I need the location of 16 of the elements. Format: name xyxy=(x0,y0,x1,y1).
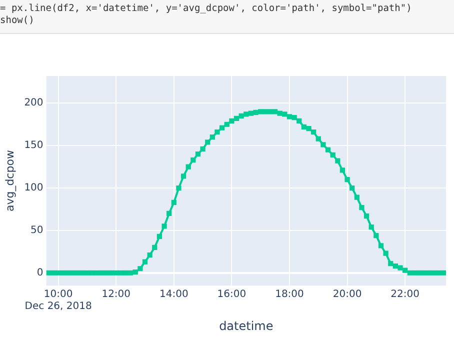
x-tick-label: 14:00 xyxy=(159,289,188,300)
x-axis-title: datetime xyxy=(219,318,274,333)
y-tick-label: 200 xyxy=(24,98,44,109)
y-tick-label: 0 xyxy=(36,267,44,278)
y-tick-label: 100 xyxy=(24,182,44,194)
x-tick-label: 16:00 xyxy=(217,289,246,300)
text: = px.line(df2, x='datetime', y='avg_dcpow', color='path', symbol="path") xyxy=(0,3,413,15)
x-tick-label: 10:00 Dec 26, 2018 xyxy=(24,289,92,312)
x-tick-label: 20:00 xyxy=(332,289,362,300)
y-tick-label: 50 xyxy=(30,225,44,236)
x-tick-label: 12:00 xyxy=(102,289,131,300)
x-tick-label: 22:00 xyxy=(390,289,420,300)
x-tick-label: 18:00 xyxy=(275,289,304,300)
y-tick-label: 150 xyxy=(24,140,44,152)
y-axis-title: avg_dcpow xyxy=(3,150,16,212)
text: show() xyxy=(0,15,36,27)
